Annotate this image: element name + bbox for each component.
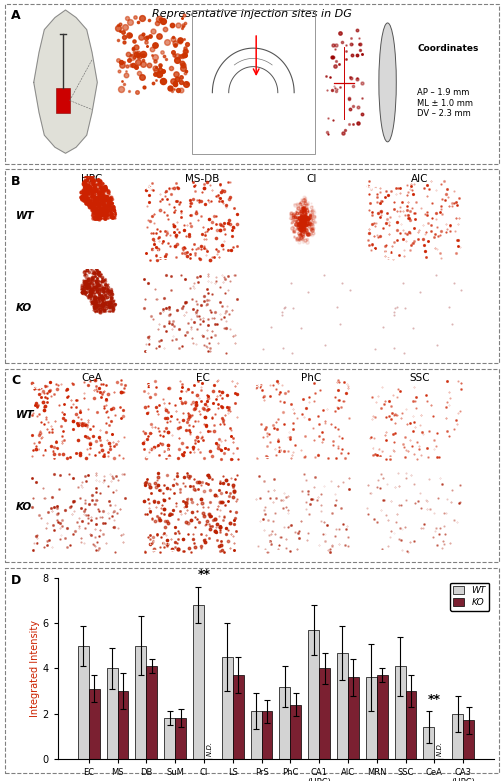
Text: Prh: Prh [254, 384, 268, 390]
Bar [146, 666, 157, 759]
Text: CeA: CeA [30, 384, 46, 390]
Bar [337, 653, 348, 759]
Text: KO: KO [16, 303, 32, 313]
Text: Coordinates: Coordinates [417, 45, 479, 53]
Bar [175, 719, 186, 759]
Bar [308, 630, 319, 759]
Text: 100 μm: 100 μm [37, 541, 57, 546]
Text: WT: WT [16, 410, 35, 420]
Text: 100 μm: 100 μm [149, 541, 169, 546]
Text: 100 μm: 100 μm [37, 448, 57, 453]
Text: CA1    CA3: CA1 CA3 [30, 185, 71, 191]
Text: **: ** [198, 569, 211, 581]
Polygon shape [34, 10, 97, 153]
Text: 100 μm: 100 μm [372, 249, 393, 254]
Text: CeA: CeA [81, 373, 102, 383]
Text: 100 μm: 100 μm [37, 249, 57, 254]
Text: CI: CI [254, 185, 262, 191]
Text: EC: EC [142, 384, 152, 390]
Bar [406, 691, 416, 759]
Bar [463, 720, 474, 759]
Bar [56, 88, 70, 112]
Bar [233, 676, 243, 759]
Text: 100 μm: 100 μm [37, 342, 57, 347]
Bar [290, 704, 301, 759]
Text: 100 μm: 100 μm [261, 541, 281, 546]
Text: Ins: Ins [366, 185, 378, 191]
Text: Representative injection sites in DG: Representative injection sites in DG [152, 9, 352, 19]
Text: 100 μm: 100 μm [149, 448, 169, 453]
Text: PhC: PhC [301, 373, 322, 383]
Text: C: C [11, 374, 20, 387]
Text: MS-DB: MS-DB [185, 174, 220, 184]
Text: S: S [366, 384, 371, 390]
Text: EC: EC [196, 373, 210, 383]
Text: HPC: HPC [81, 174, 102, 184]
Text: 100 μm: 100 μm [261, 342, 281, 347]
Bar [164, 719, 175, 759]
Bar [222, 657, 233, 759]
Text: 100 μm: 100 μm [261, 249, 281, 254]
Text: 100 μm: 100 μm [149, 249, 169, 254]
Bar [348, 677, 359, 759]
Legend: WT, KO: WT, KO [450, 583, 489, 611]
Bar [106, 669, 117, 759]
Text: 100 μm: 100 μm [149, 342, 169, 347]
Text: **: ** [428, 693, 441, 706]
Text: SSC: SSC [410, 373, 430, 383]
Text: 100 μm: 100 μm [261, 448, 281, 453]
Text: MS-DB: MS-DB [142, 185, 168, 191]
Bar [319, 669, 330, 759]
Bar [136, 646, 146, 759]
Bar [117, 691, 129, 759]
Text: A: A [11, 9, 21, 22]
Text: 100 μm: 100 μm [372, 342, 393, 347]
Bar [377, 676, 388, 759]
Text: 100 μm: 100 μm [372, 541, 393, 546]
Text: B: B [11, 175, 21, 188]
Bar [366, 677, 377, 759]
Text: 100 μm: 100 μm [372, 448, 393, 453]
Bar [89, 689, 100, 759]
Text: WT: WT [16, 211, 35, 221]
Bar [452, 714, 463, 759]
Text: AIC: AIC [411, 174, 429, 184]
Text: D: D [11, 574, 21, 587]
Bar [279, 686, 290, 759]
Y-axis label: Integrated Intensity: Integrated Intensity [30, 620, 40, 717]
Text: N.D.: N.D. [207, 741, 212, 756]
Bar [262, 711, 273, 759]
Bar [78, 646, 89, 759]
Bar [423, 727, 434, 759]
Bar [250, 711, 262, 759]
Text: CI: CI [306, 174, 317, 184]
Text: AP – 1.9 mm
ML ± 1.0 mm
DV – 2.3 mm: AP – 1.9 mm ML ± 1.0 mm DV – 2.3 mm [417, 88, 473, 118]
Text: N.D.: N.D. [437, 741, 443, 756]
Text: KO: KO [16, 502, 32, 512]
Bar [395, 666, 406, 759]
Ellipse shape [379, 23, 396, 142]
Bar [193, 605, 204, 759]
